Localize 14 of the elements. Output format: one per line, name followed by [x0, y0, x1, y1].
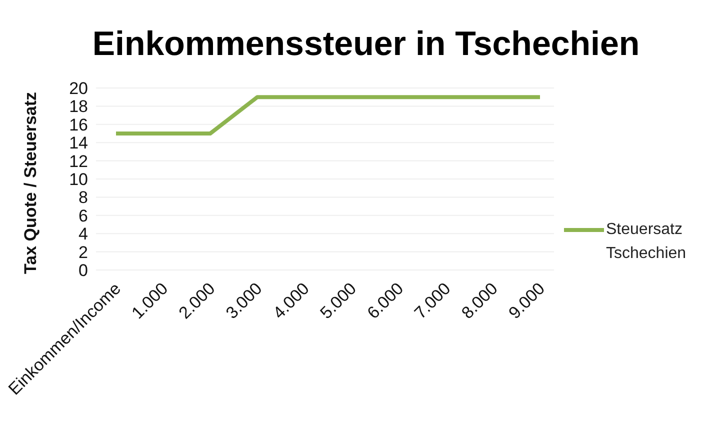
y-tick-label: 2	[78, 242, 88, 262]
y-tick-label: 4	[78, 224, 88, 244]
y-tick-label: 20	[69, 79, 88, 98]
y-tick-label: 8	[78, 188, 88, 208]
y-tick-label: 16	[69, 115, 88, 134]
y-tick-label: 14	[69, 134, 88, 153]
y-tick-label: 18	[69, 97, 88, 116]
y-tick-label: 0	[78, 261, 88, 280]
y-axis-title: Tax Quote / Steuersatz	[21, 92, 40, 274]
chart-title: Einkommenssteuer in Tschechien	[91, 24, 641, 65]
legend-label: Steuersatz Tschechien	[606, 220, 688, 264]
y-tick-label: 10	[69, 170, 88, 190]
y-tick-label: 6	[78, 206, 88, 226]
y-tick-label: 12	[69, 152, 88, 171]
